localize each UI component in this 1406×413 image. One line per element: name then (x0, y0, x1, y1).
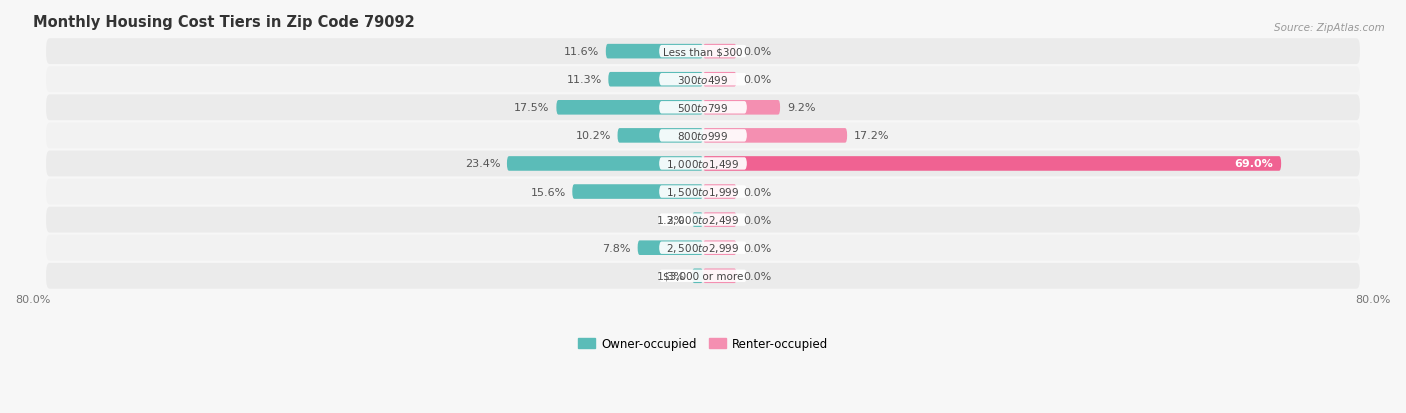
FancyBboxPatch shape (703, 241, 737, 255)
FancyBboxPatch shape (508, 157, 703, 171)
Text: 15.6%: 15.6% (530, 187, 565, 197)
Text: 10.2%: 10.2% (575, 131, 610, 141)
FancyBboxPatch shape (659, 46, 747, 58)
FancyBboxPatch shape (46, 151, 1360, 177)
FancyBboxPatch shape (557, 101, 703, 115)
Text: 9.2%: 9.2% (787, 103, 815, 113)
FancyBboxPatch shape (659, 158, 747, 170)
FancyBboxPatch shape (659, 242, 747, 254)
FancyBboxPatch shape (46, 179, 1360, 205)
Text: 0.0%: 0.0% (744, 243, 772, 253)
Text: $3,000 or more: $3,000 or more (662, 271, 744, 281)
FancyBboxPatch shape (46, 235, 1360, 261)
Text: $300 to $499: $300 to $499 (678, 74, 728, 86)
FancyBboxPatch shape (659, 74, 747, 86)
Text: 69.0%: 69.0% (1234, 159, 1272, 169)
Legend: Owner-occupied, Renter-occupied: Owner-occupied, Renter-occupied (572, 332, 834, 355)
Text: 11.6%: 11.6% (564, 47, 599, 57)
FancyBboxPatch shape (46, 263, 1360, 289)
FancyBboxPatch shape (46, 207, 1360, 233)
FancyBboxPatch shape (703, 269, 737, 283)
FancyBboxPatch shape (46, 67, 1360, 93)
FancyBboxPatch shape (638, 241, 703, 255)
FancyBboxPatch shape (692, 269, 703, 283)
FancyBboxPatch shape (703, 45, 737, 59)
Text: 1.3%: 1.3% (657, 271, 685, 281)
Text: 17.2%: 17.2% (853, 131, 890, 141)
Text: $800 to $999: $800 to $999 (678, 130, 728, 142)
Text: 0.0%: 0.0% (744, 47, 772, 57)
FancyBboxPatch shape (703, 213, 737, 228)
Text: 0.0%: 0.0% (744, 187, 772, 197)
Text: Less than $300: Less than $300 (664, 47, 742, 57)
Text: 0.0%: 0.0% (744, 215, 772, 225)
FancyBboxPatch shape (703, 157, 1281, 171)
FancyBboxPatch shape (609, 73, 703, 87)
Text: 1.3%: 1.3% (657, 215, 685, 225)
FancyBboxPatch shape (703, 73, 737, 87)
FancyBboxPatch shape (659, 130, 747, 142)
Text: $2,000 to $2,499: $2,000 to $2,499 (666, 214, 740, 227)
FancyBboxPatch shape (659, 102, 747, 114)
FancyBboxPatch shape (46, 95, 1360, 121)
Text: $2,500 to $2,999: $2,500 to $2,999 (666, 242, 740, 254)
FancyBboxPatch shape (617, 129, 703, 143)
FancyBboxPatch shape (659, 186, 747, 198)
Text: $1,500 to $1,999: $1,500 to $1,999 (666, 185, 740, 199)
FancyBboxPatch shape (659, 214, 747, 226)
Text: Monthly Housing Cost Tiers in Zip Code 79092: Monthly Housing Cost Tiers in Zip Code 7… (32, 15, 415, 30)
Text: 11.3%: 11.3% (567, 75, 602, 85)
Text: Source: ZipAtlas.com: Source: ZipAtlas.com (1274, 23, 1385, 33)
FancyBboxPatch shape (692, 213, 703, 228)
FancyBboxPatch shape (703, 101, 780, 115)
Text: 17.5%: 17.5% (515, 103, 550, 113)
Text: 0.0%: 0.0% (744, 75, 772, 85)
FancyBboxPatch shape (46, 123, 1360, 149)
FancyBboxPatch shape (572, 185, 703, 199)
Text: $1,000 to $1,499: $1,000 to $1,499 (666, 158, 740, 171)
FancyBboxPatch shape (659, 270, 747, 282)
Text: 23.4%: 23.4% (465, 159, 501, 169)
FancyBboxPatch shape (703, 185, 737, 199)
FancyBboxPatch shape (606, 45, 703, 59)
FancyBboxPatch shape (46, 39, 1360, 65)
Text: 7.8%: 7.8% (602, 243, 631, 253)
Text: 0.0%: 0.0% (744, 271, 772, 281)
FancyBboxPatch shape (703, 129, 848, 143)
Text: $500 to $799: $500 to $799 (678, 102, 728, 114)
